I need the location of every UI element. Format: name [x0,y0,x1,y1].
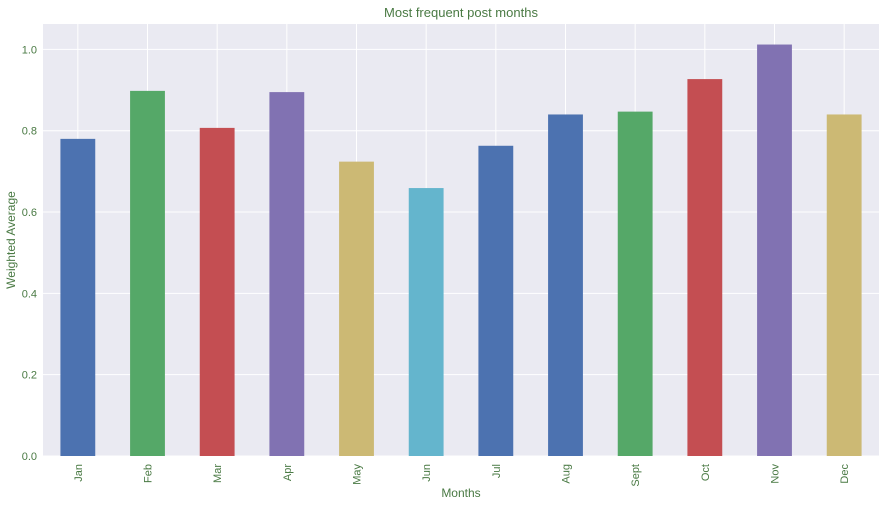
bar-dec [826,114,862,456]
y-tick-label: 1.0 [22,44,37,56]
x-tick-label: Nov [770,464,782,484]
x-tick-label: Aug [561,464,573,484]
y-tick-label: 0.0 [22,451,37,463]
x-axis-label: Months [441,486,480,500]
bar-nov [757,44,792,456]
chart-title: Most frequent post months [384,5,538,20]
x-tick-label: May [352,464,364,485]
bar-mar [199,127,235,456]
y-tick-label: 0.4 [22,288,37,300]
y-tick-label: 0.6 [22,207,37,219]
bar-aug [548,114,583,456]
y-axis-label: Weighted Average [4,191,18,289]
bar-sept [617,111,653,457]
bar-oct [687,79,723,456]
x-tick-label: Jan [73,464,85,482]
x-tick-label: Apr [282,464,294,481]
bar-jul [478,145,514,456]
x-tick-label: Jul [491,464,503,478]
x-tick-label: Oct [700,464,712,481]
y-tick-labels: 0.0 0.2 0.4 0.6 0.8 1.0 [22,44,37,463]
x-tick-label: Dec [839,464,851,484]
bar-jun [408,188,444,456]
x-tick-label: Jun [421,464,433,482]
bar-may [339,161,374,456]
bar-feb [130,90,165,457]
y-tick-label: 0.2 [22,370,37,382]
bars [60,44,862,457]
bar-jan [60,138,96,456]
bar-apr [269,92,305,457]
plot-background [43,24,879,456]
x-tick-label: Mar [212,464,224,483]
x-tick-label: Sept [630,464,642,487]
x-tick-label: Feb [143,464,155,483]
x-tick-labels: Jan Feb Mar Apr May Jun Jul Aug Sept Oct Nov Dec [73,464,851,487]
y-tick-label: 0.8 [22,126,37,138]
